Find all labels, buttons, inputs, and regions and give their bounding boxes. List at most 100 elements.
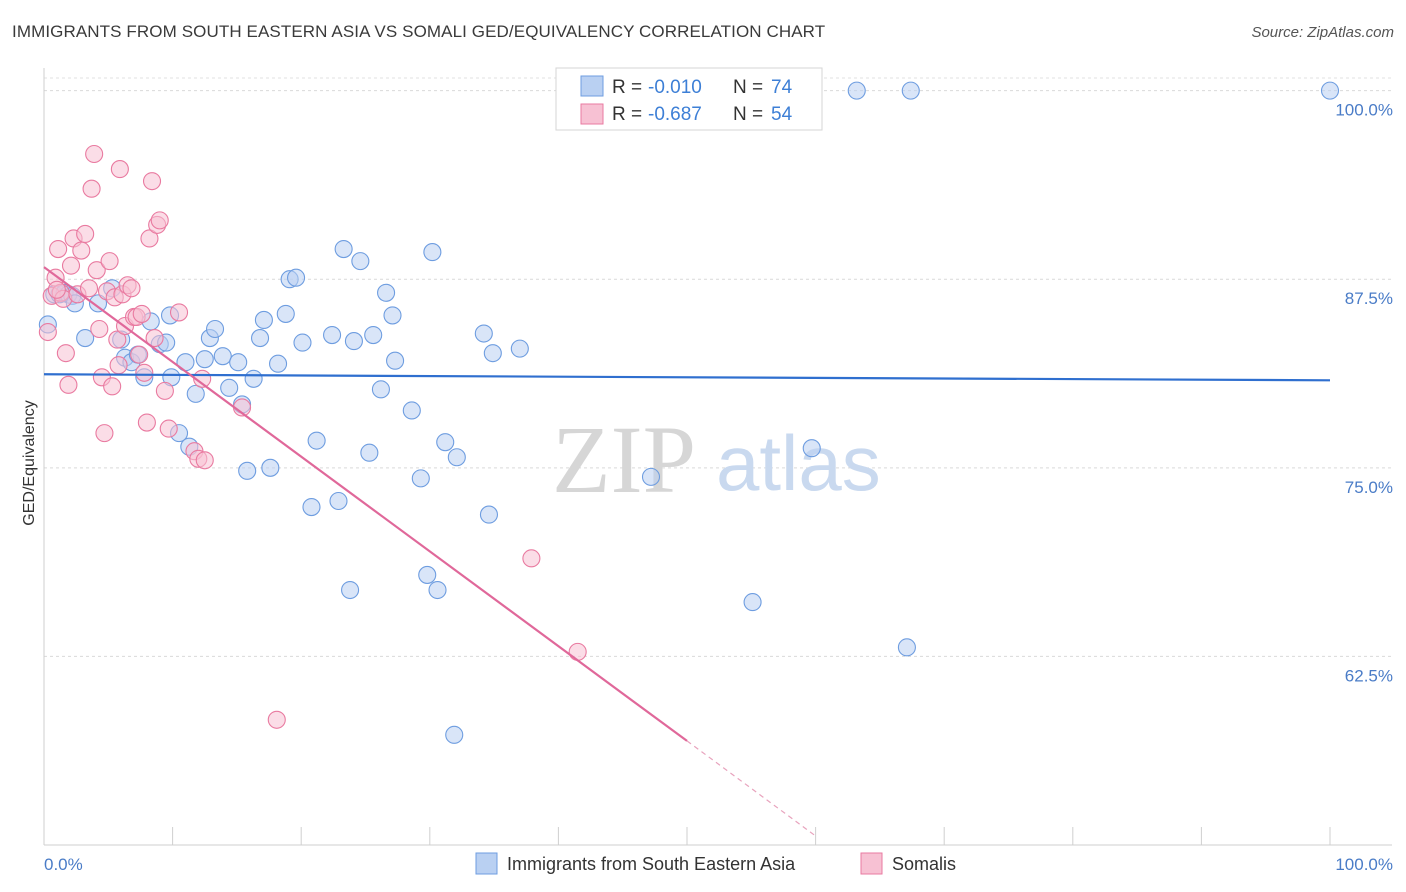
trend-lines	[43, 266, 1331, 837]
somalis-point-37	[140, 229, 159, 248]
somalis-point-42	[155, 381, 174, 400]
x-tick-marks	[43, 827, 1331, 845]
somalis-point-53	[47, 280, 66, 299]
somalis-point-24	[108, 330, 127, 349]
axes	[43, 68, 1392, 846]
y-tick-label-1: 75.0%	[1345, 478, 1393, 497]
immigrants-point-49	[364, 325, 383, 345]
y-tick-label-3: 100.0%	[1335, 101, 1393, 120]
somalis-point-19	[95, 424, 114, 443]
immigrants-point-65	[641, 467, 661, 486]
immigrants-point-51	[377, 283, 396, 302]
immigrants-point-66	[743, 593, 762, 612]
y-tick-label-0: 62.5%	[1345, 666, 1393, 685]
somalis-point-48	[195, 451, 214, 470]
immigrants-point-30	[238, 461, 257, 480]
somalis-point-0	[38, 322, 57, 342]
immigrants-point-32	[250, 329, 270, 348]
series-somalis-points	[38, 144, 587, 729]
grid-lines	[44, 77, 1392, 657]
somalis-point-43	[159, 419, 178, 438]
somalis-point-16	[87, 261, 106, 280]
somalis-point-22	[103, 377, 122, 396]
immigrants-point-63	[483, 344, 502, 363]
legend-swatch-somalis	[580, 103, 604, 125]
immigrants-point-57	[423, 243, 442, 262]
immigrants-point-70	[901, 81, 920, 100]
watermark-atlas: atlas	[716, 419, 881, 507]
legend-n-value-2: 54	[771, 104, 793, 125]
immigrants-point-23	[195, 350, 214, 369]
immigrants-point-41	[307, 431, 326, 450]
somalis-point-14	[82, 179, 101, 198]
immigrants-point-61	[474, 324, 493, 343]
immigrants-point-68	[847, 81, 866, 100]
trend-line-somalis-extension	[686, 740, 816, 837]
legend-n-label-1: N =	[733, 77, 763, 98]
chart-title: IMMIGRANTS FROM SOUTH EASTERN ASIA VS SO…	[12, 22, 826, 41]
immigrants-point-55	[411, 469, 430, 488]
immigrants-point-56	[418, 565, 437, 584]
source-label: Source: ZipAtlas.com	[1251, 24, 1394, 41]
immigrants-point-26	[213, 347, 232, 366]
somalis-point-26	[110, 160, 129, 179]
immigrants-point-47	[351, 252, 370, 271]
somalis-point-13	[79, 279, 99, 298]
bottom-legend-label-immigrants: Immigrants from South Eastern Asia	[507, 854, 796, 874]
somalis-point-12	[76, 224, 95, 244]
somalis-point-41	[150, 211, 169, 230]
somalis-point-36	[137, 413, 156, 432]
legend-n-label-2: N =	[733, 104, 763, 125]
somalis-point-8	[61, 256, 81, 275]
somalis-point-50	[267, 710, 286, 729]
y-tick-labels: 62.5% 75.0% 87.5% 100.0%	[1335, 101, 1393, 686]
somalis-point-15	[85, 144, 104, 164]
immigrants-point-28	[229, 353, 248, 372]
immigrants-point-62	[479, 505, 499, 524]
x-tick-label-max: 100.0%	[1335, 855, 1393, 874]
somalis-point-3	[49, 239, 68, 259]
immigrants-point-22	[186, 384, 205, 403]
bottom-legend-swatch-somalis	[860, 852, 883, 875]
watermark-zip: ZIP	[552, 406, 696, 513]
somalis-point-44	[169, 303, 189, 322]
immigrants-point-25	[205, 319, 225, 339]
legend-box: R = -0.010 N = 74 R = -0.687 N = 54	[555, 67, 823, 131]
immigrants-point-52	[383, 306, 402, 325]
trend-line-immigrants	[43, 373, 1331, 382]
immigrants-point-42	[323, 325, 342, 345]
immigrants-point-46	[344, 332, 363, 351]
immigrants-point-44	[334, 239, 353, 259]
legend-r-label-1: R =	[612, 77, 642, 98]
legend-r-value-1: -0.010	[648, 77, 702, 98]
somalis-point-7	[59, 375, 78, 394]
somalis-point-6	[56, 344, 75, 363]
somalis-point-17	[90, 319, 109, 339]
immigrants-point-34	[261, 458, 280, 477]
y-tick-label-2: 87.5%	[1345, 289, 1393, 308]
somalis-point-21	[100, 252, 119, 271]
immigrants-point-7	[76, 329, 95, 348]
immigrants-point-53	[386, 351, 405, 370]
immigrants-point-72	[445, 725, 464, 744]
immigrants-point-8	[88, 294, 108, 313]
somalis-point-51	[522, 549, 541, 568]
immigrants-point-54	[402, 401, 421, 420]
bottom-legend-swatch-immigrants	[475, 852, 498, 875]
immigrants-point-48	[360, 443, 379, 462]
immigrants-point-40	[302, 497, 321, 517]
legend-r-label-2: R =	[612, 104, 642, 125]
somalis-point-34	[132, 304, 151, 323]
y-axis-label: GED/Equivalency	[21, 400, 38, 525]
somalis-point-11	[72, 241, 91, 260]
immigrants-point-35	[269, 354, 288, 373]
immigrants-point-43	[329, 491, 348, 511]
immigrants-point-31	[244, 369, 263, 388]
immigrants-point-39	[293, 333, 312, 352]
immigrants-point-58	[428, 580, 447, 600]
immigrants-point-64	[510, 339, 529, 358]
legend-n-value-1: 74	[771, 77, 793, 98]
somalis-point-38	[142, 172, 162, 191]
bottom-legend: Immigrants from South Eastern Asia Somal…	[475, 852, 956, 875]
